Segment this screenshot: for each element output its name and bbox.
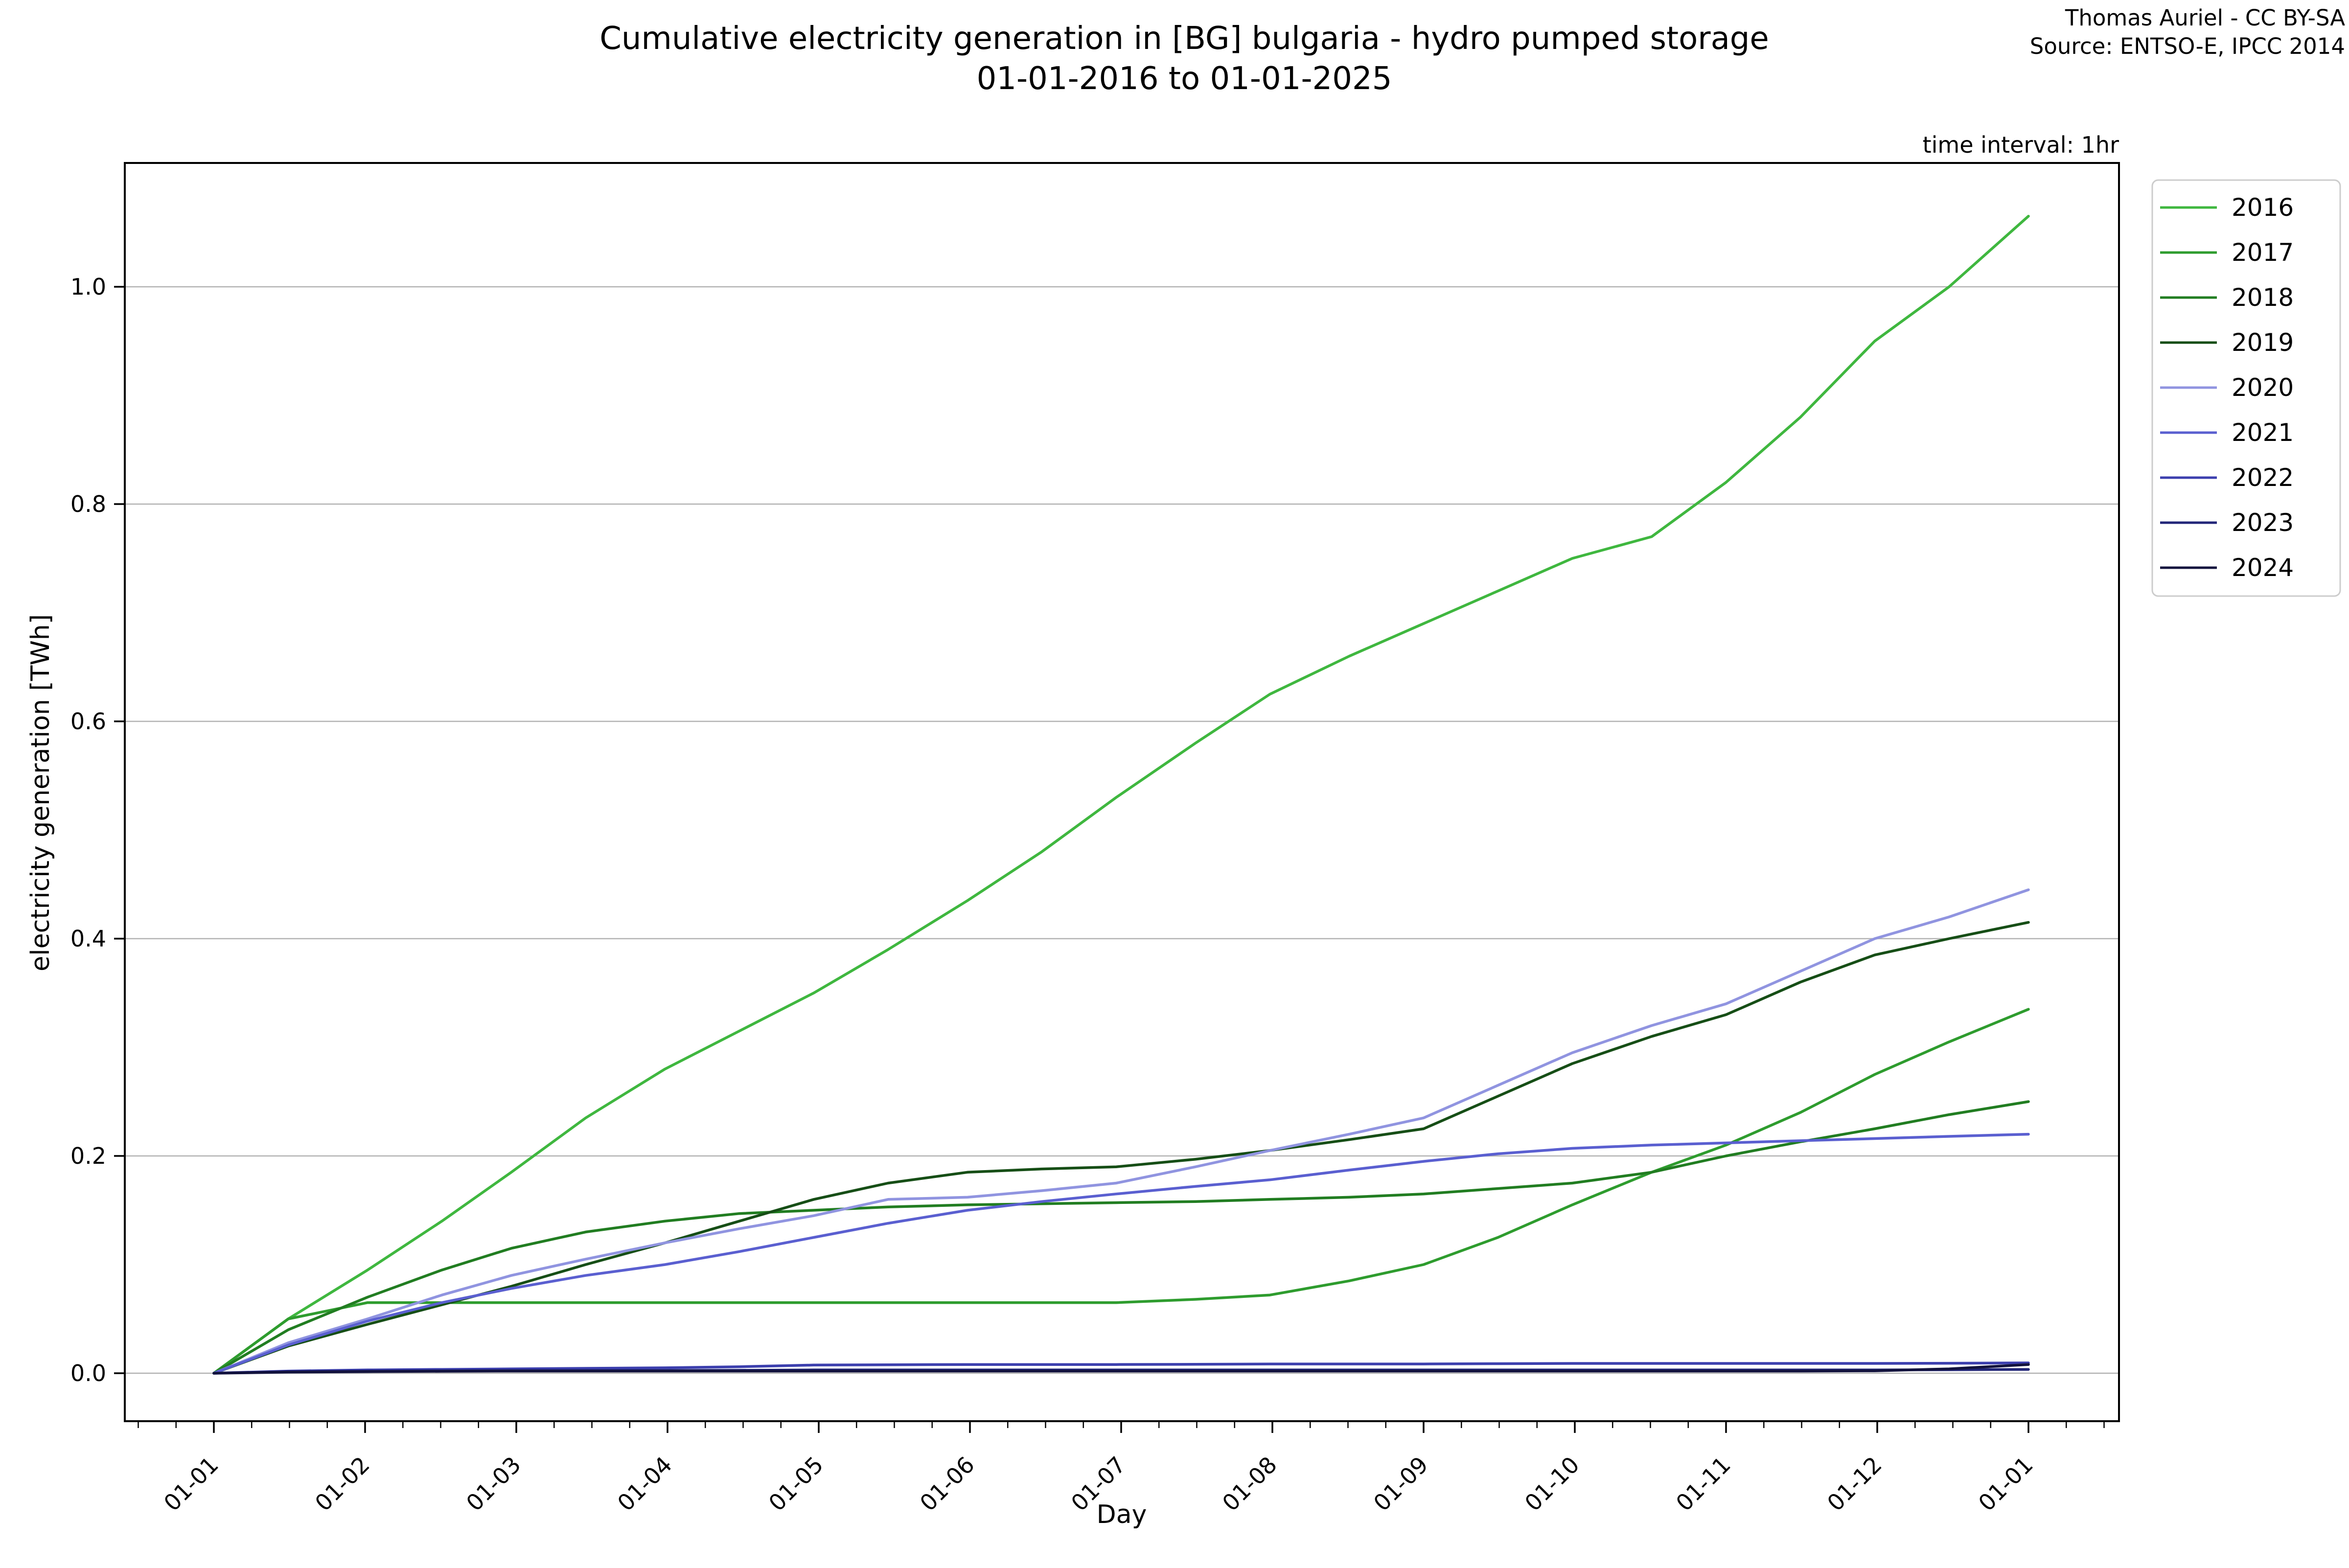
attribution-author: Thomas Auriel - CC BY-SA bbox=[2065, 5, 2345, 31]
y-tick-label: 0.4 bbox=[70, 925, 106, 952]
legend-item-label: 2019 bbox=[2232, 328, 2294, 357]
series-line-2021 bbox=[212, 1132, 2030, 1375]
legend-item-label: 2023 bbox=[2232, 508, 2294, 537]
legend-item-label: 2018 bbox=[2232, 283, 2294, 312]
series-line-2022 bbox=[212, 1361, 2030, 1375]
time-interval-note: time interval: 1hr bbox=[1923, 132, 2119, 158]
x-tick-label: 01-01 bbox=[1973, 1452, 2038, 1517]
legend-item-2020: 2020 bbox=[2160, 373, 2294, 402]
gridlines bbox=[125, 286, 2119, 1374]
legend-item-2019: 2019 bbox=[2160, 328, 2294, 357]
legend-item-2021: 2021 bbox=[2160, 418, 2294, 447]
series-line-2020 bbox=[212, 888, 2030, 1375]
series-line-2024 bbox=[212, 1363, 2030, 1375]
x-tick-label: 01-11 bbox=[1671, 1452, 1736, 1517]
series-line-2017 bbox=[212, 1008, 2030, 1375]
legend-box bbox=[2151, 179, 2341, 597]
legend-item-2022: 2022 bbox=[2160, 463, 2294, 492]
x-tick-label: 01-02 bbox=[310, 1452, 375, 1517]
legend-item-2018: 2018 bbox=[2160, 283, 2294, 312]
x-tick-label: 01-01 bbox=[159, 1452, 224, 1517]
attribution-source: Source: ENTSO-E, IPCC 2014 bbox=[2030, 33, 2345, 59]
x-tick-label: 01-06 bbox=[915, 1452, 980, 1517]
data-series bbox=[212, 214, 2030, 1375]
series-line-2019 bbox=[212, 921, 2030, 1375]
x-tick-label: 01-04 bbox=[612, 1452, 677, 1517]
x-tick-label: 01-10 bbox=[1520, 1452, 1585, 1517]
legend-item-2023: 2023 bbox=[2160, 508, 2294, 537]
legend-item-label: 2017 bbox=[2232, 238, 2294, 267]
y-tick-label: 0.2 bbox=[70, 1143, 106, 1169]
x-axis-title: Day bbox=[1097, 1500, 1147, 1529]
legend-item-2017: 2017 bbox=[2160, 238, 2294, 267]
y-tick-label: 0.6 bbox=[70, 708, 106, 735]
x-tick-label: 01-05 bbox=[763, 1452, 829, 1517]
legend-item-label: 2024 bbox=[2232, 553, 2294, 582]
chart-title-line1: Cumulative electricity generation in [BG… bbox=[599, 21, 1769, 57]
x-tick-label: 01-03 bbox=[461, 1452, 526, 1517]
chart-title-line2: 01-01-2016 to 01-01-2025 bbox=[977, 61, 1392, 97]
legend-item-2016: 2016 bbox=[2160, 193, 2294, 222]
axes: 0.0 0.2 0.4 0.6 0.8 1.0 01-01 01-02 01-03 01-04 01… bbox=[70, 162, 2120, 1517]
series-line-2016 bbox=[212, 214, 2030, 1375]
legend-item-label: 2016 bbox=[2232, 193, 2294, 222]
legend-item-label: 2021 bbox=[2232, 418, 2294, 447]
x-tick-label: 01-12 bbox=[1822, 1452, 1887, 1517]
series-line-2018 bbox=[212, 1100, 2030, 1375]
y-tick-label: 0.0 bbox=[70, 1360, 106, 1386]
y-tick-label: 1.0 bbox=[70, 274, 106, 300]
y-tick-label: 0.8 bbox=[70, 491, 106, 517]
x-tick-label: 01-09 bbox=[1368, 1452, 1433, 1517]
legend-item-label: 2022 bbox=[2232, 463, 2294, 492]
x-tick-label: 01-08 bbox=[1217, 1452, 1282, 1517]
legend-item-2024: 2024 bbox=[2160, 553, 2294, 582]
legend: 2016 2017 2018 2019 2020 2021 2022 2023 2024 bbox=[2151, 179, 2341, 597]
y-axis-title: electricity generation [TWh] bbox=[26, 614, 55, 971]
legend-item-label: 2020 bbox=[2232, 373, 2294, 402]
